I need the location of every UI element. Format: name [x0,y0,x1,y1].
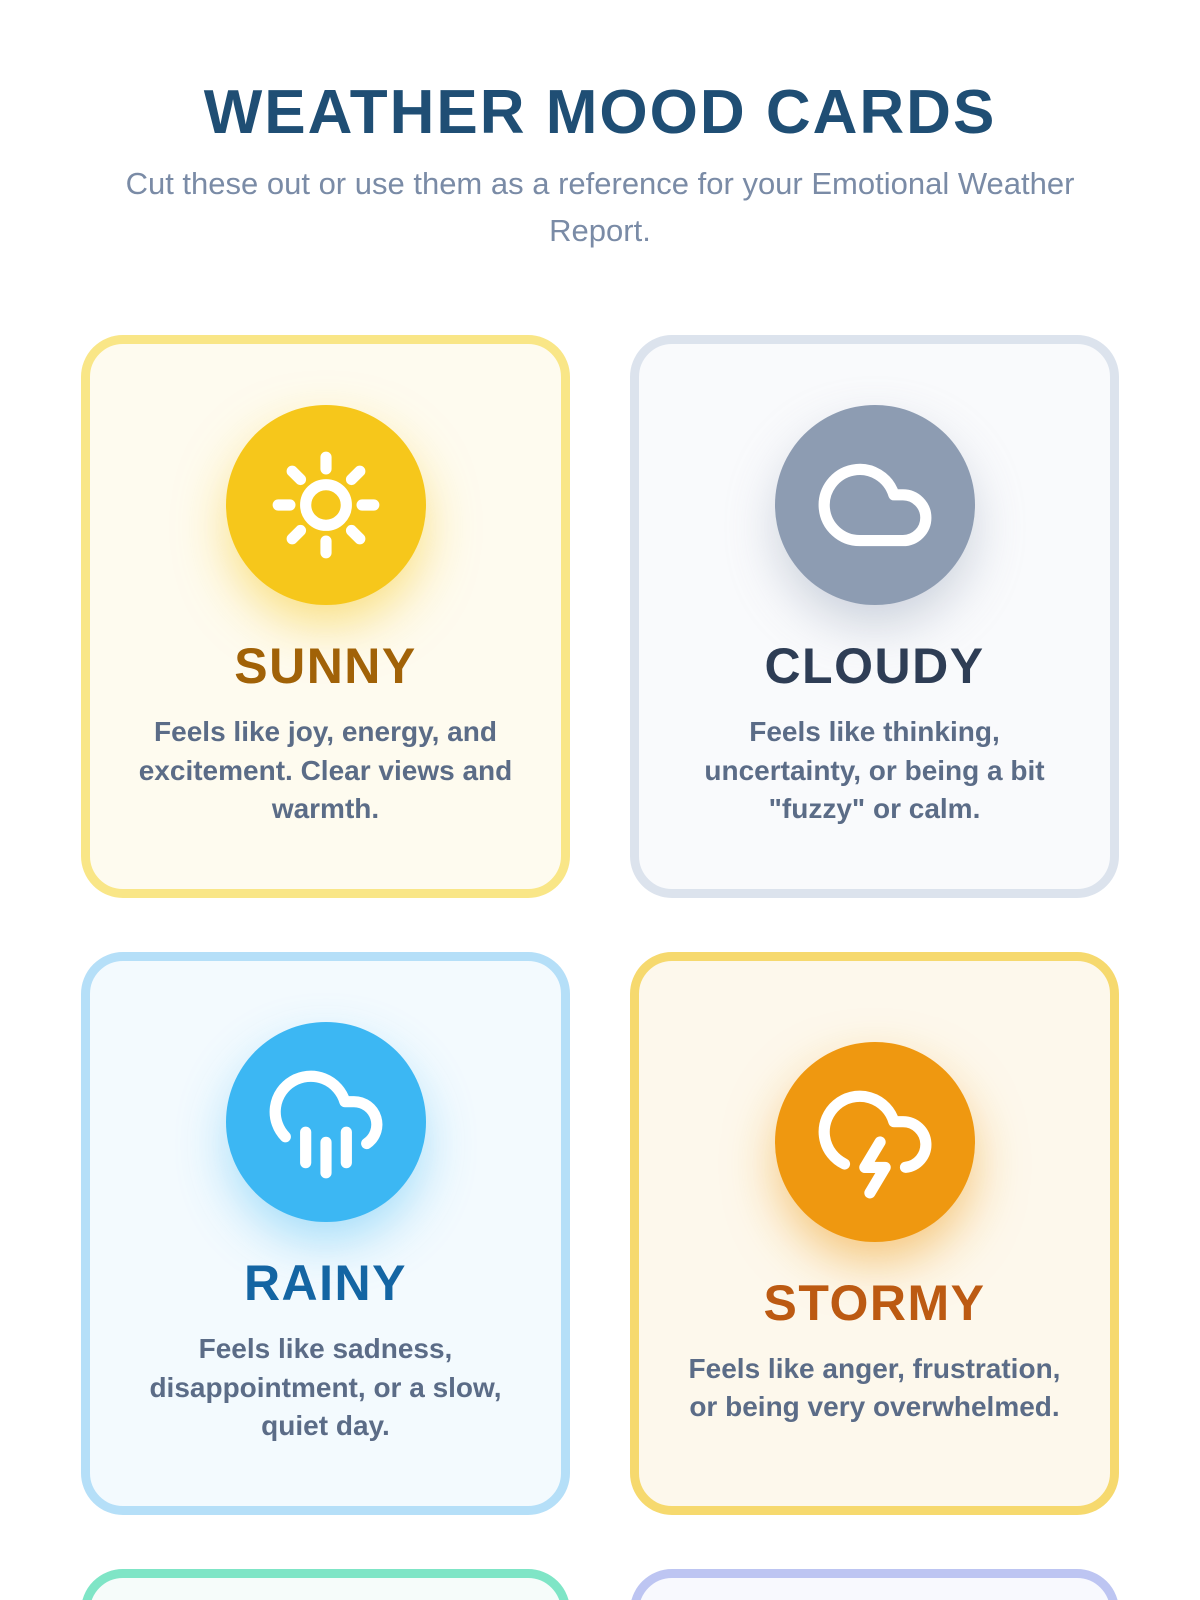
mood-card-cloudy: CLOUDY Feels like thinking, uncertainty,… [630,335,1119,899]
mood-card-rainy: RAINY Feels like sadness, disappointment… [81,952,570,1516]
card-icon-circle [774,405,975,606]
page-title: WEATHER MOOD CARDS [203,78,997,147]
card-icon-circle [774,1041,975,1242]
card-description: Feels like sadness, disappointment, or a… [149,1333,502,1441]
card-title: RAINY [243,1255,408,1312]
card-description: Feels like joy, energy, and excitement. … [138,716,513,824]
card-description: Feels like anger, frustration, or being … [688,1352,1061,1422]
card-description: Feels like thinking, uncertainty, or bei… [704,716,1045,824]
mood-card-sunny: SUNNY Feels like joy, energy, and excite… [81,335,570,899]
page-subtitle: Cut these out or use them as a reference… [125,166,1075,248]
card-title: CLOUDY [764,638,985,695]
sun-icon [265,444,387,566]
card-title: SUNNY [234,638,417,695]
cloud-icon [814,444,936,566]
card-icon-circle [225,1022,426,1223]
mood-card-partial-teal [81,1569,570,1600]
page-header: WEATHER MOOD CARDS Cut these out or use … [0,0,1200,254]
cloud-lightning-icon [814,1081,936,1203]
cloud-rain-icon [265,1061,387,1183]
mood-card-partial-purple [630,1569,1119,1600]
card-title: STORMY [763,1274,986,1331]
card-icon-circle [225,405,426,606]
mood-card-stormy: STORMY Feels like anger, frustration, or… [630,952,1119,1516]
cards-grid: SUNNY Feels like joy, energy, and excite… [81,335,1119,1600]
